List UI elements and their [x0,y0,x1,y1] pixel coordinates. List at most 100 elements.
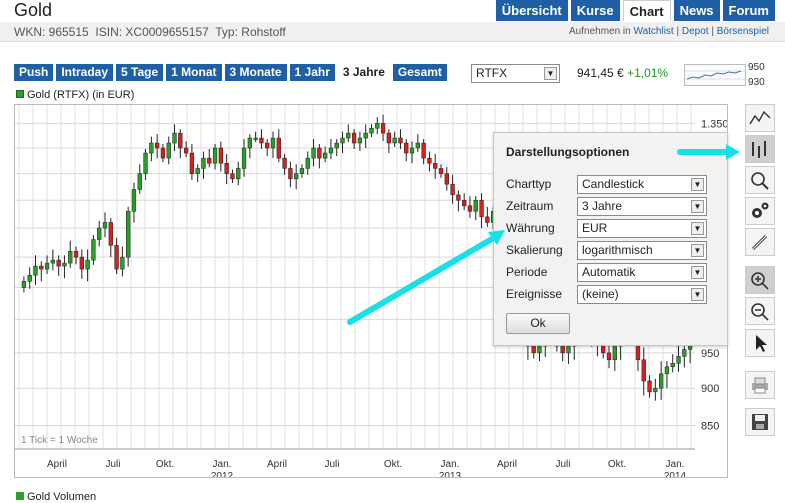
spark-low: 930 [748,77,765,88]
price-change: +1,01% [627,66,669,80]
candle [653,387,658,393]
candle [392,137,397,144]
option-select[interactable]: logarithmisch ▼ [577,241,707,260]
option-value: Candlestick [582,177,645,191]
candle [415,142,420,149]
main-tabs: Übersicht Kurse Chart News Forum [495,0,775,21]
y-tick-label: 950 [701,348,719,360]
option-select[interactable]: EUR ▼ [577,219,707,238]
range-intraday[interactable]: Intraday [56,64,114,81]
candle [479,200,484,218]
candle [137,173,142,190]
range-3-monate[interactable]: 3 Monate [224,64,287,81]
tool-bar-chart[interactable] [745,135,775,163]
candle [537,345,542,354]
boersenspiel-link[interactable]: Börsenspiel [716,26,769,37]
isin-label: ISIN: XC0009655157 [95,25,209,39]
tool-pointer[interactable] [745,329,775,357]
candle [294,173,299,180]
info-bar: WKN: 965515 ISIN: XC0009655157 Typ: Rohs… [0,22,785,42]
candle [230,173,235,180]
type-label: Typ: Rohstoff [215,25,286,39]
candle [102,222,108,229]
range-3-jahre[interactable]: 3 Jahre [337,64,390,81]
option-label: Skalierung [506,243,563,257]
candle [641,359,646,382]
exchange-select[interactable]: RTFX ▼ [471,64,560,83]
candle [166,142,171,159]
candle [560,345,565,354]
candle [247,137,252,149]
option-value: EUR [582,221,608,235]
candle [50,259,56,264]
watchlist-link[interactable]: Watchlist [633,26,674,37]
tab-kurse[interactable]: Kurse [570,0,620,21]
candle [682,349,687,357]
range-1-monat[interactable]: 1 Monat [166,64,222,81]
candle [398,137,403,144]
candle [21,281,27,288]
line-chart-icon [749,110,771,125]
option-select[interactable]: Automatik ▼ [577,263,707,282]
candle [224,163,229,174]
option-value: (keine) [582,287,619,301]
exchange-value: RTFX [476,66,508,80]
tab-forum[interactable]: Forum [722,0,775,21]
candle [85,259,90,270]
range-5-tage[interactable]: 5 Tage [116,64,164,81]
candle [404,142,409,154]
candle [160,147,166,159]
tool-save[interactable] [745,408,775,436]
option-select[interactable]: Candlestick ▼ [577,175,707,194]
option-select[interactable]: 3 Jahre ▼ [577,197,707,216]
tab-news[interactable]: News [673,0,720,21]
candle [91,239,96,261]
candle [433,163,438,169]
option-label: Ereignisse [506,287,563,301]
ok-button[interactable]: Ok [506,313,570,334]
option-value: Automatik [582,265,636,279]
link-separator: | [676,26,680,37]
candle [236,168,241,180]
x-tick-label: April [267,459,287,470]
candle [334,142,339,149]
candle [73,250,79,258]
candle [369,127,374,134]
candle [143,152,148,174]
display-options-panel: Darstellungsoptionen Charttyp Candlestick… [493,132,728,346]
tool-print[interactable] [745,371,775,399]
tool-line-chart[interactable] [745,104,775,132]
year-label: 2012 [211,471,234,477]
tool-zoom-out[interactable] [745,297,775,325]
tool-draw[interactable] [745,228,775,256]
tool-zoom-area[interactable] [745,166,775,194]
tool-zoom-in[interactable] [745,266,775,294]
candle [328,147,334,154]
bar-chart-icon [752,141,766,158]
chevron-down-icon: ▼ [691,244,704,257]
candle [44,262,50,270]
candle [97,227,102,240]
candle [299,168,305,174]
range-gesamt[interactable]: Gesamt [392,64,447,81]
price-value: 941,45 € [577,66,624,80]
range-push[interactable]: Push [14,64,54,81]
volume-swatch [16,492,24,500]
option-select[interactable]: (keine) ▼ [577,285,707,304]
depot-link[interactable]: Depot [681,26,709,37]
tab-chart[interactable]: Chart [622,0,671,21]
x-tick-label: April [497,459,517,470]
candle [566,345,571,354]
range-1-jahr[interactable]: 1 Jahr [289,64,335,81]
candle [386,132,392,144]
x-tick-label: Jan. [213,459,232,470]
candle [421,142,426,159]
candle [282,157,287,169]
candle [357,137,363,144]
tab-uebersicht[interactable]: Übersicht [495,0,568,21]
link-separator: | [711,26,714,37]
sparkline-chart[interactable] [684,64,746,86]
price-display: 941,45 € +1,01% [577,66,668,80]
candle [207,157,212,164]
tool-settings[interactable] [745,197,775,225]
